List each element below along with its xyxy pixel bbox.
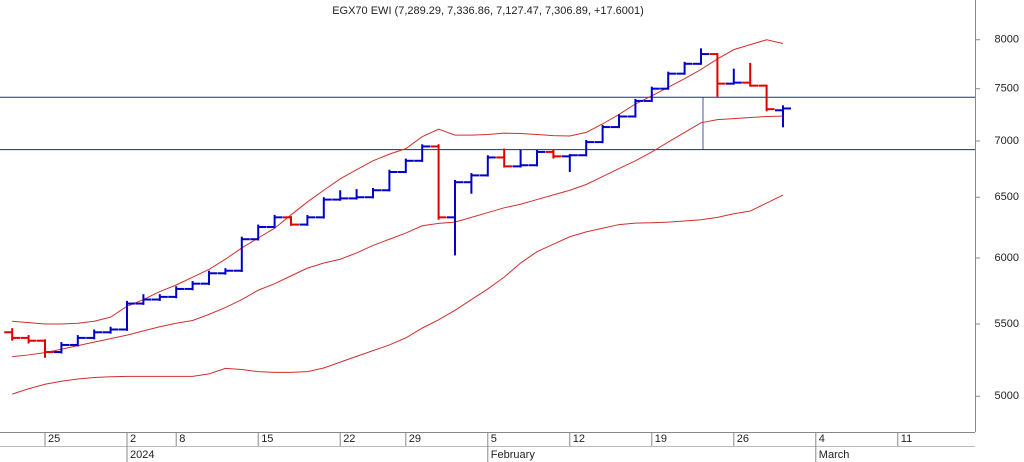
x-period-label: February [491,449,536,461]
band-line [12,115,784,358]
x-tick-label: 22 [343,433,355,445]
band-line [12,194,784,395]
x-period-label: March [819,449,850,461]
x-tick-label: 8 [179,433,185,445]
x-period-label: 2024 [130,449,154,461]
x-tick-label: 4 [819,433,825,445]
x-tick-label: 15 [261,433,273,445]
y-tick-label: 5000 [995,390,1019,402]
y-tick-label: 8000 [995,34,1019,46]
x-tick-label: 12 [573,433,585,445]
x-tick-label: 26 [737,433,749,445]
x-tick-label: 11 [901,433,912,445]
chart-title: EGX70 EWI (7,289.29, 7,336.86, 7,127.47,… [332,5,644,17]
y-tick-label: 5500 [995,318,1019,330]
x-tick-label: 29 [409,433,421,445]
y-tick-label: 7000 [995,135,1019,147]
y-tick-label: 6000 [995,252,1019,264]
band-line [12,39,784,325]
y-tick-label: 7500 [995,83,1019,95]
x-tick-label: 25 [48,433,60,445]
x-tick-label: 5 [491,433,497,445]
y-tick-label: 6500 [995,191,1019,203]
x-tick-label: 19 [655,433,667,445]
x-tick-label: 2 [130,433,136,445]
